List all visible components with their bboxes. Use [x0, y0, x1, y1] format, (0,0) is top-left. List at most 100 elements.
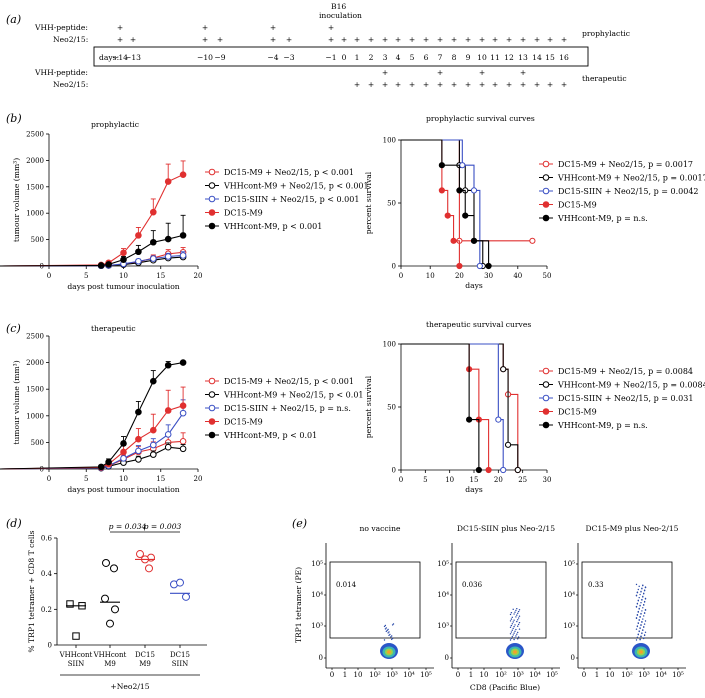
- flow-event-dot: [388, 634, 390, 637]
- data-point: [179, 232, 187, 239]
- data-point: [135, 232, 142, 239]
- legend-label: DC15-M9: [224, 418, 263, 427]
- y-tick-label: 10⁴: [563, 591, 575, 599]
- flow-event-dot: [510, 624, 513, 627]
- schedule-plus: +: [423, 35, 429, 44]
- flow-event-dot: [638, 630, 640, 633]
- flow-event-dot: [515, 609, 517, 612]
- schedule-plus: +: [328, 35, 334, 44]
- flow-event-dot: [516, 614, 518, 616]
- flow-event-dot: [641, 621, 643, 623]
- x-tick-label: 5: [84, 272, 88, 280]
- y-tick-label: 1500: [26, 183, 44, 191]
- data-point: [476, 262, 483, 270]
- x-tick-label: 10²: [369, 671, 381, 679]
- y-tick-label: 10³: [437, 622, 449, 630]
- x-tick-label-line2: M9: [104, 660, 116, 668]
- survival-step-line: [401, 343, 480, 470]
- flow-event-dot: [513, 638, 515, 641]
- x-tick-label-line1: DC15: [135, 651, 155, 659]
- flow-event-dot: [517, 625, 519, 627]
- schedule-plus: +: [217, 35, 223, 44]
- y-tick-label: 500: [31, 439, 44, 447]
- flow-event-dot: [640, 613, 642, 615]
- survival-step-line: [401, 343, 519, 470]
- schedule-plus: +: [341, 35, 347, 44]
- y-tick-label: 1000: [26, 210, 44, 218]
- data-point: [208, 195, 216, 203]
- data-point: [466, 416, 473, 423]
- x-tick-label: 20: [194, 475, 203, 483]
- x-tick-label: 30: [484, 272, 493, 280]
- schedule-plus: +: [382, 35, 388, 44]
- schedule-plus: +: [561, 35, 567, 44]
- y-tick-label: 500: [31, 236, 44, 244]
- data-point: [150, 208, 157, 216]
- flow-event-dot: [637, 588, 639, 591]
- flow-event-dot: [638, 596, 640, 599]
- flow-event-dot: [640, 602, 642, 604]
- data-point: [120, 256, 127, 263]
- flow-event-dot: [635, 628, 638, 630]
- flow-event-dot: [385, 630, 387, 633]
- data-point: [208, 182, 216, 189]
- flow-event-dot: [642, 596, 644, 598]
- x-tick-label: 10: [119, 475, 128, 483]
- schedule-therapeutic-label: therapeutic: [582, 74, 627, 83]
- flow-event-dot: [644, 631, 647, 633]
- data-point: [542, 381, 550, 388]
- legend-label: DC15-M9 + Neo2/15, p = 0.0084: [558, 367, 693, 376]
- y-tick-label: 0: [392, 467, 396, 475]
- schedule-plus: +: [130, 35, 136, 44]
- y-tick-label: 100: [383, 341, 396, 349]
- y-tick-label: 10⁴: [311, 591, 323, 599]
- data-point: [208, 222, 216, 230]
- data-point: [514, 466, 521, 474]
- flow-event-dot: [636, 603, 639, 605]
- data-point-square: [72, 632, 80, 640]
- flow-event-dot: [509, 613, 512, 616]
- schedule-day: 10: [477, 53, 487, 62]
- flow-event-dot: [640, 591, 642, 593]
- data-point: [164, 443, 172, 451]
- schedule-plus: +: [492, 35, 498, 44]
- schedule-plus: +: [520, 80, 526, 89]
- schedule-day: −1: [325, 53, 336, 62]
- chart-c-survival-title: therapeutic survival curves: [426, 320, 531, 329]
- panel-label-c: (c): [6, 322, 21, 335]
- data-point: [179, 438, 187, 445]
- flow-event-dot: [518, 621, 521, 624]
- data-point: [456, 187, 463, 194]
- chart-c-survival: 0 50 100 0 5 10 15 20 25 30 days percent survival DC…: [364, 341, 705, 495]
- x-tick-label: 10³: [638, 671, 650, 679]
- y-tick-label: 1500: [26, 386, 44, 394]
- y-tick-label: 10³: [311, 622, 323, 630]
- y-tick-label: 0: [571, 654, 575, 662]
- flow-event-dot: [643, 593, 645, 595]
- schedule-prophylactic-label: prophylactic: [582, 29, 630, 38]
- x-tick-label: 10: [119, 272, 128, 280]
- data-point: [208, 209, 216, 216]
- flow-event-dot: [517, 619, 519, 621]
- schedule-day: 9: [466, 53, 471, 62]
- flow-event-dot: [636, 625, 639, 628]
- flow-event-dot: [517, 631, 519, 634]
- schedule-day: 16: [559, 53, 569, 62]
- flow-event-dot: [388, 631, 390, 633]
- data-point: [504, 441, 512, 448]
- chart-b-survival: 0 50 100 0 10 20 30 40 50 days percent survival DC1…: [364, 137, 705, 291]
- schedule-day: 4: [396, 53, 401, 62]
- flow-event-dot: [383, 625, 386, 628]
- flow-event-dot: [518, 609, 521, 611]
- x-tick-label: 50: [543, 272, 552, 280]
- schedule-plus: +: [437, 80, 443, 89]
- flow-event-dot: [635, 595, 638, 597]
- flow-event-dot: [512, 627, 514, 630]
- x-tick-label: 5: [84, 475, 88, 483]
- data-point: [179, 171, 187, 178]
- flow-event-dot: [513, 632, 515, 634]
- flow-event-dot: [512, 634, 514, 636]
- y-tick-label: 50: [387, 200, 396, 208]
- x-tick-label: 10: [426, 272, 435, 280]
- y-tick-label: 0: [48, 642, 52, 650]
